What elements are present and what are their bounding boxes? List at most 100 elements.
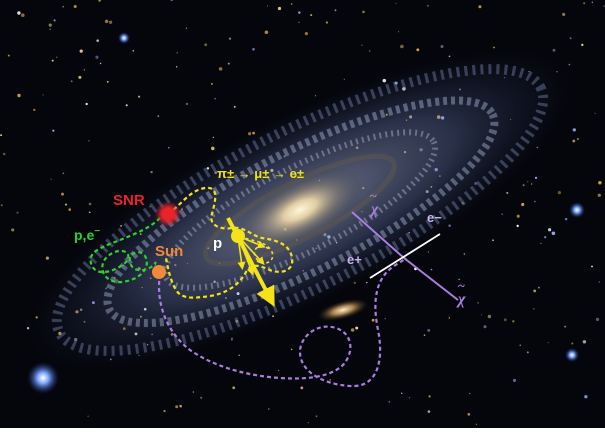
star [185, 102, 189, 106]
star [521, 202, 525, 207]
proton-diffusion-path [164, 186, 294, 299]
star [214, 97, 217, 100]
star [192, 391, 195, 393]
star [362, 10, 365, 14]
star [138, 95, 141, 98]
star [334, 9, 337, 12]
star [552, 48, 556, 52]
star [79, 49, 83, 53]
star [388, 401, 390, 403]
star [50, 178, 52, 180]
star [361, 44, 363, 46]
star [519, 344, 521, 346]
star [551, 231, 556, 236]
star [62, 6, 64, 8]
star [48, 23, 52, 27]
star [475, 423, 478, 425]
star [582, 340, 587, 344]
star [506, 191, 509, 194]
star [548, 228, 552, 232]
star [483, 325, 487, 329]
star [522, 184, 525, 187]
star [264, 30, 269, 35]
star [478, 5, 482, 9]
star [49, 28, 51, 31]
star [564, 325, 567, 328]
decay-chain-label: π± → μ± → e± [217, 166, 304, 181]
star [598, 181, 602, 185]
star [368, 50, 371, 52]
star [315, 415, 318, 418]
star [163, 410, 166, 413]
star [233, 105, 236, 108]
star [595, 317, 600, 322]
spiral-arm-middle [103, 96, 499, 328]
star [96, 39, 99, 42]
star [469, 392, 471, 395]
star [564, 217, 568, 221]
star [427, 328, 431, 332]
star [51, 59, 54, 62]
star [168, 146, 170, 149]
star [401, 392, 403, 394]
star [416, 48, 420, 52]
star [175, 405, 179, 409]
star [157, 115, 160, 117]
star [463, 253, 465, 255]
star [314, 95, 317, 97]
star [88, 140, 90, 142]
star [200, 396, 203, 399]
star [125, 104, 128, 107]
star [150, 170, 153, 174]
star [581, 43, 584, 47]
star [408, 397, 411, 399]
star [88, 202, 92, 206]
star [252, 47, 255, 51]
chi-top-tilde: ~ [370, 188, 377, 203]
bright-star-bottom-right [565, 348, 579, 362]
star [218, 67, 223, 71]
star [492, 239, 494, 242]
star [238, 354, 240, 357]
star [108, 20, 113, 24]
star [11, 228, 15, 232]
star [304, 31, 309, 36]
star [17, 11, 21, 15]
star [17, 93, 21, 98]
spiral-arm-outer [51, 64, 549, 356]
star [371, 318, 375, 322]
star [343, 78, 345, 80]
chi-incoming-line [351, 211, 405, 259]
star [458, 278, 460, 281]
star [42, 94, 44, 96]
star [21, 13, 25, 17]
star [594, 112, 596, 114]
electron-pair-line [369, 233, 441, 279]
star [2, 152, 6, 156]
bright-star-top [118, 32, 130, 44]
star [176, 52, 178, 54]
star [423, 334, 426, 336]
star [503, 318, 507, 322]
star [170, 0, 173, 2]
spiral-arm-inner [161, 129, 439, 291]
star [99, 62, 102, 65]
sun-marker [152, 265, 166, 279]
galaxy-core [235, 167, 365, 253]
star [53, 19, 56, 22]
star [430, 268, 433, 271]
star [440, 44, 444, 49]
bright-star-bottom-left [27, 362, 59, 394]
bright-star-right [569, 202, 585, 218]
star [277, 6, 282, 11]
star [571, 342, 574, 345]
proton-label: p [213, 235, 222, 252]
star [85, 102, 88, 106]
star [227, 62, 230, 65]
star [400, 44, 404, 49]
star [73, 4, 77, 9]
star [62, 172, 65, 175]
star [87, 415, 89, 417]
